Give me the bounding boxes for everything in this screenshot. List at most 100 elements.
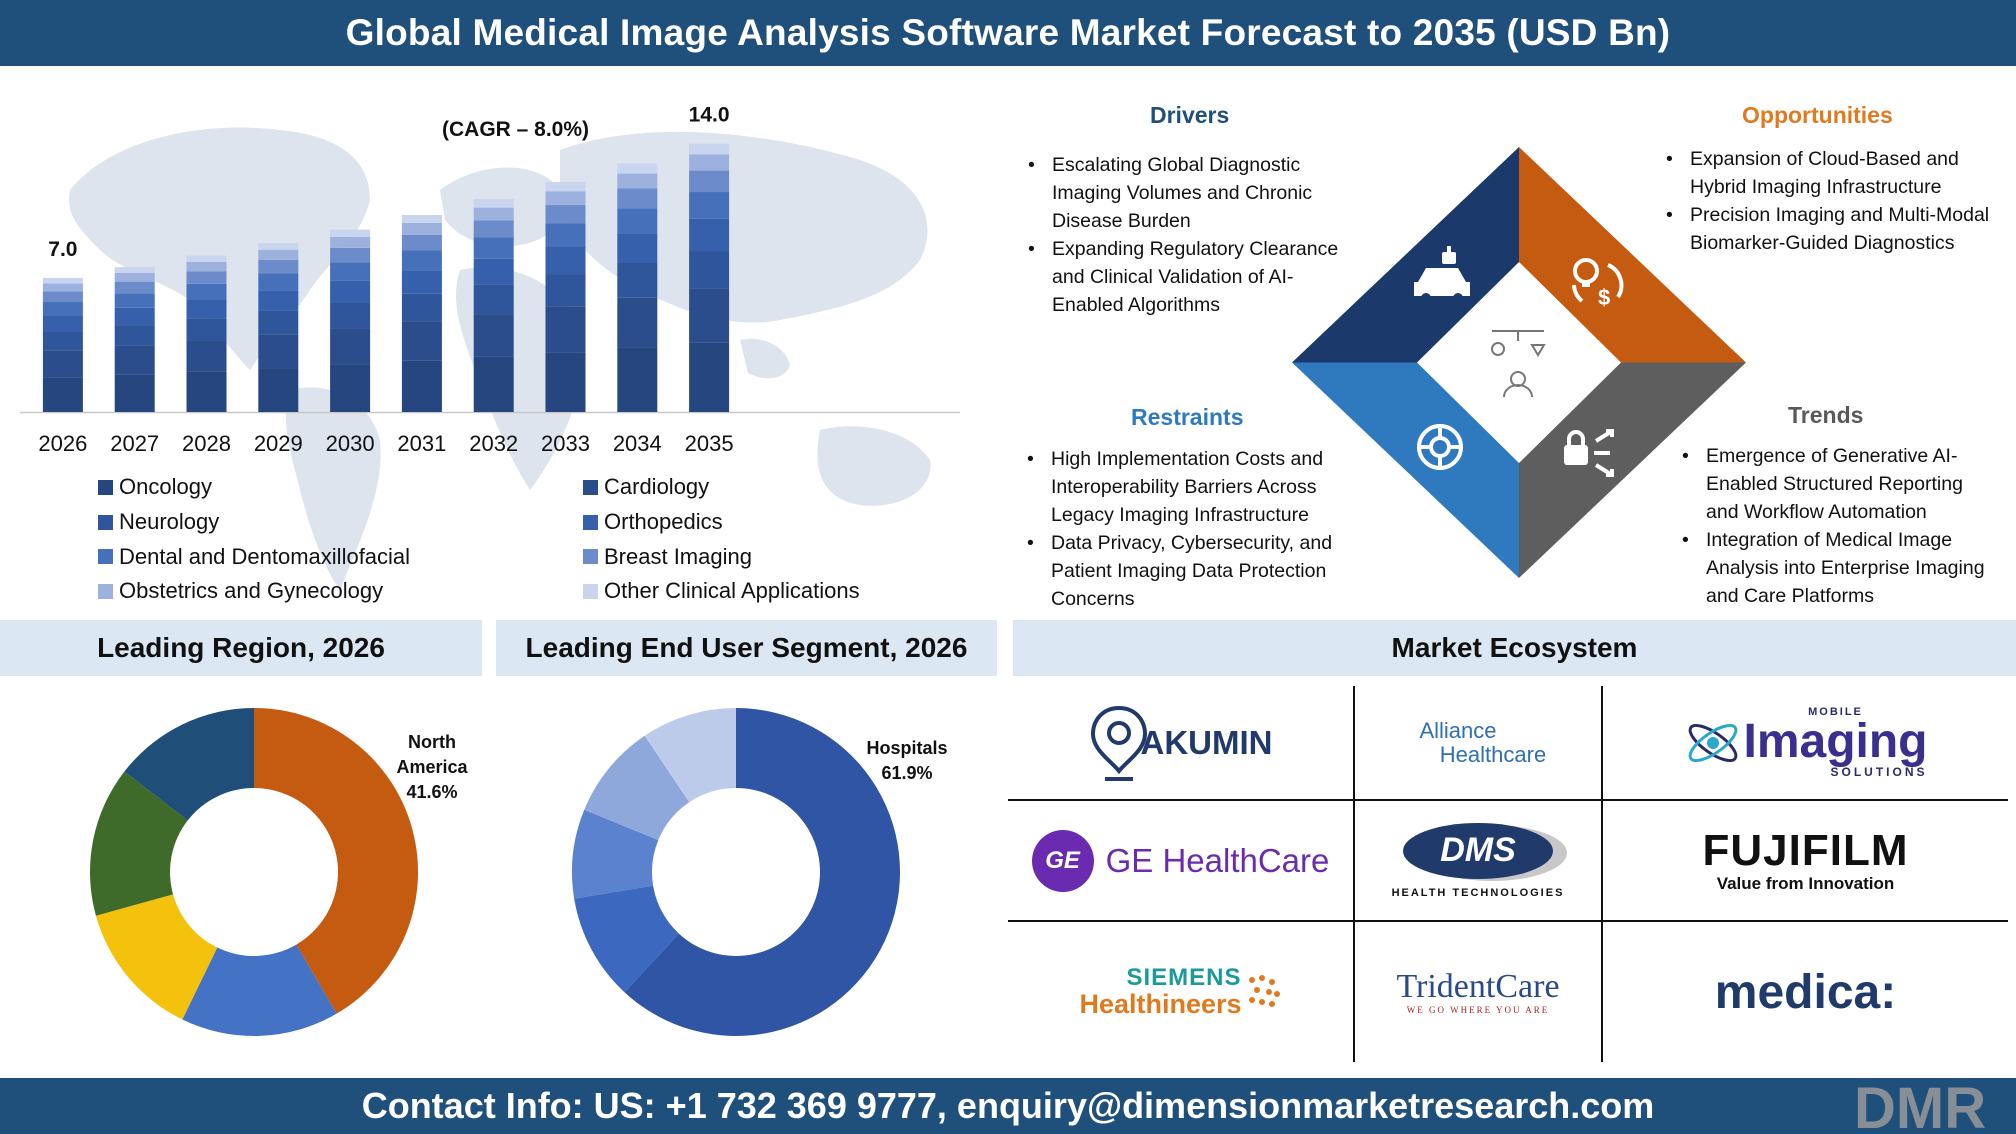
donut-slice bbox=[644, 708, 736, 803]
svg-text:$: $ bbox=[1598, 285, 1610, 310]
bar-segment bbox=[186, 340, 227, 372]
dmr-logo: DMR bbox=[1854, 1076, 1986, 1134]
end-user-donut-chart bbox=[572, 708, 901, 1036]
bar-segment bbox=[401, 215, 442, 223]
dmr-logo-text: DMR bbox=[1854, 1076, 1986, 1134]
bar-segment bbox=[401, 270, 442, 294]
legend-label: Neurology bbox=[119, 509, 220, 535]
data-label: 14.0 bbox=[689, 104, 730, 127]
bar-segment bbox=[689, 154, 730, 171]
healthineers-text: Healthineers bbox=[1079, 989, 1242, 1020]
legend-label: Cardiology bbox=[604, 474, 710, 500]
drivers-opportunities-diamond: $ bbox=[1292, 147, 1746, 578]
mobile-imaging-logo: MOBILE Imaging SOLUTIONS bbox=[1603, 686, 2008, 799]
x-tick-label: 2028 bbox=[182, 431, 231, 456]
restraints-title: Restraints bbox=[1131, 404, 1244, 430]
bar-segment bbox=[330, 229, 371, 237]
bar-segment bbox=[545, 223, 586, 247]
legend-swatch bbox=[98, 514, 113, 530]
solutions-text: SOLUTIONS bbox=[1830, 765, 1928, 779]
donut-slice bbox=[89, 771, 188, 916]
legend-label: Dental and Dentomaxillofacial bbox=[119, 543, 411, 569]
bar-segment bbox=[186, 261, 227, 272]
x-tick-label: 2031 bbox=[397, 431, 446, 456]
tridentcare-text: TridentCare bbox=[1396, 967, 1560, 1005]
fujifilm-text: FUJIFILM bbox=[1702, 825, 1909, 875]
bar-segment bbox=[617, 173, 658, 189]
restraints-list: High Implementation Costs and Interopera… bbox=[1021, 445, 1371, 613]
bar-segment bbox=[617, 233, 658, 264]
legend-swatch bbox=[583, 549, 598, 565]
legend-swatch bbox=[98, 549, 113, 565]
legend-item: Other Clinical Applications bbox=[583, 574, 860, 609]
bar-segment bbox=[42, 377, 83, 412]
trends-list: Emergence of Generative AI-Enabled Struc… bbox=[1676, 442, 1996, 610]
x-tick-label: 2033 bbox=[541, 431, 590, 456]
akumin-logo: AKUMIN bbox=[1008, 686, 1353, 799]
robot-car-icon bbox=[1414, 246, 1470, 303]
legend-left: Oncology Neurology Dental and Dentomaxillo… bbox=[98, 470, 410, 609]
legend-item: Obstetrics and Gynecology bbox=[98, 574, 410, 609]
donut-slice bbox=[95, 894, 218, 1020]
bar-segment bbox=[473, 207, 514, 221]
bar-segment bbox=[186, 318, 227, 341]
donut-slice bbox=[124, 708, 254, 821]
bar-segment bbox=[330, 280, 371, 303]
legend-item: Oncology bbox=[98, 470, 410, 505]
atom-icon bbox=[1689, 723, 1738, 762]
legend-swatch bbox=[98, 479, 113, 495]
medica-logo: medica: bbox=[1603, 922, 2008, 1062]
legend-label: Obstetrics and Gynecology bbox=[119, 578, 384, 604]
x-tick-label: 2029 bbox=[254, 431, 303, 456]
bar-segment bbox=[42, 331, 83, 351]
bar-segment bbox=[689, 342, 730, 412]
ecosystem-grid: AKUMIN Alliance Healthcare MOBILE Imagin… bbox=[1008, 686, 2008, 1062]
grid-divider bbox=[1353, 686, 1355, 1062]
x-tick-label: 2032 bbox=[469, 431, 518, 456]
bar-segment bbox=[330, 328, 371, 365]
bar-segment bbox=[114, 307, 155, 326]
bar-segment bbox=[689, 218, 730, 252]
bar-segment bbox=[330, 302, 371, 329]
legend-swatch bbox=[583, 479, 598, 495]
bar-segment bbox=[617, 163, 658, 174]
drivers-title: Drivers bbox=[1150, 102, 1230, 128]
legend-item: Neurology bbox=[98, 505, 410, 540]
bar-segment bbox=[258, 273, 299, 291]
alliance-text: Alliance bbox=[1419, 717, 1497, 743]
donut-slice bbox=[624, 708, 901, 1036]
drivers-list: Escalating Global Diagnostic Imaging Vol… bbox=[1022, 151, 1352, 319]
drivers-item: Expanding Regulatory Clearance and Clini… bbox=[1022, 235, 1352, 319]
healthcare-text: Healthcare bbox=[1439, 741, 1547, 767]
donut-slice bbox=[574, 885, 679, 993]
donut-slice bbox=[182, 944, 337, 1036]
bar-segment bbox=[689, 288, 730, 343]
bar-segment bbox=[42, 283, 83, 292]
legend-label: Oncology bbox=[119, 474, 212, 500]
opportunities-title: Opportunities bbox=[1742, 102, 1893, 128]
legend-item: Breast Imaging bbox=[583, 539, 860, 574]
bar-segment bbox=[114, 281, 155, 294]
trends-quadrant bbox=[1519, 362, 1746, 578]
akumin-pin-icon bbox=[1090, 705, 1147, 781]
bar-segment bbox=[42, 315, 83, 332]
bar-segment bbox=[330, 247, 371, 263]
ge-monogram-icon: GE bbox=[1031, 829, 1094, 892]
bar-segment bbox=[114, 272, 155, 282]
donut-slice bbox=[254, 708, 418, 1014]
ecosystem-band: Market Ecosystem bbox=[1013, 620, 2016, 676]
bar-segment bbox=[473, 199, 514, 208]
donut-slice bbox=[572, 809, 659, 899]
bar-segment bbox=[330, 262, 371, 281]
drivers-quadrant bbox=[1292, 147, 1519, 363]
bar-segment bbox=[114, 325, 155, 346]
end-user-slice-name: Hospitals bbox=[866, 738, 948, 758]
restraints-item: Data Privacy, Cybersecurity, and Patient… bbox=[1021, 529, 1371, 613]
bar-segment bbox=[689, 143, 730, 155]
ecosystem-section-title: Market Ecosystem bbox=[1391, 632, 1638, 663]
bar-segment bbox=[545, 182, 586, 192]
bar-segment bbox=[186, 255, 227, 262]
bar-segment bbox=[401, 250, 442, 271]
imaging-text: Imaging bbox=[1743, 715, 1928, 768]
opportunities-item: Precision Imaging and Multi-Modal Biomar… bbox=[1660, 201, 1990, 257]
